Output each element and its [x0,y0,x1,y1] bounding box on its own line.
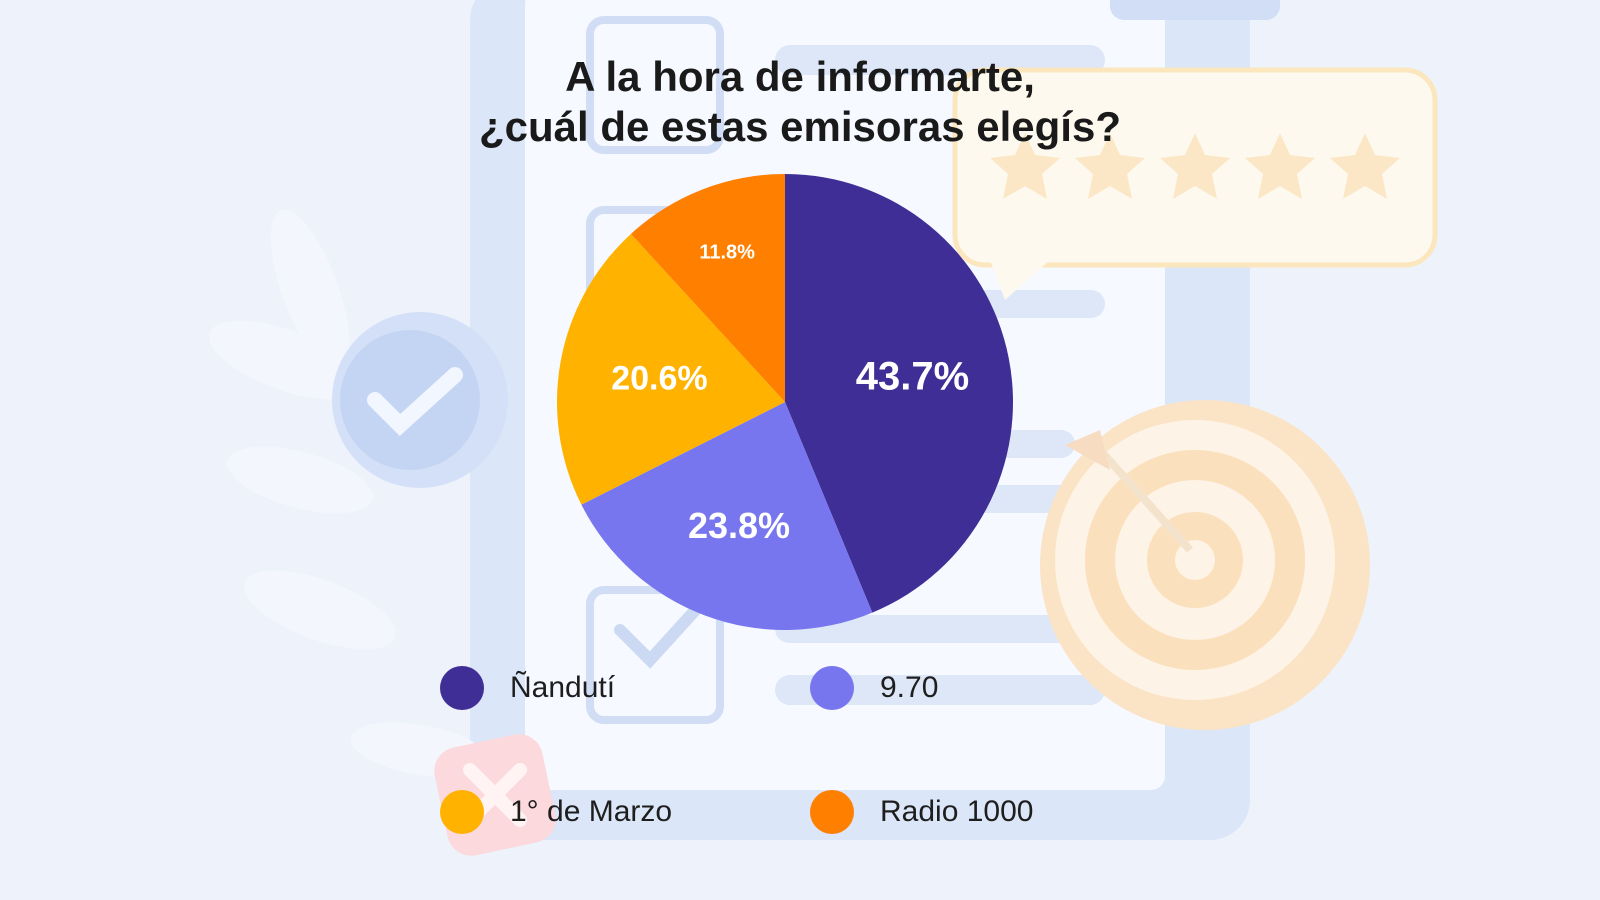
star-icon [1245,133,1315,199]
star-rating-bubble [952,67,1438,300]
star-icon [1075,133,1145,199]
target-icon [1040,400,1370,730]
pie-slice-label-4: 11.8% [699,241,755,264]
pie-slice-3 [557,233,785,505]
legend-label: Radio 1000 [880,795,1034,828]
legend-swatch [440,790,484,834]
pie-slice-label-1: 43.7% [855,354,970,399]
chart-title-line-2: ¿cuál de estas emisoras elegís? [479,103,1121,150]
leaf-icon [209,209,490,778]
legend-swatch [440,666,484,710]
pie-slice-4 [630,174,785,402]
chart-title: A la hora de informarte, ¿cuál de estas … [0,52,1600,152]
pie-slice-label-3: 20.6% [611,359,708,398]
check-circle-icon [332,312,508,488]
pie-slice-2 [581,402,873,631]
star-icon [990,133,1060,199]
legend-swatch [810,666,854,710]
pie-chart [557,174,1014,631]
chart-title-line-1: A la hora de informarte, [565,53,1035,100]
legend-swatch [810,790,854,834]
legend-label: Ñandutí [510,671,616,704]
pie-slice-1 [785,174,1014,613]
legend-label: 9.70 [880,671,939,704]
legend-label: 1° de Marzo [510,795,673,828]
star-icon [1160,133,1230,199]
pie-slice-label-2: 23.8% [687,504,791,546]
star-icon [1330,133,1400,199]
